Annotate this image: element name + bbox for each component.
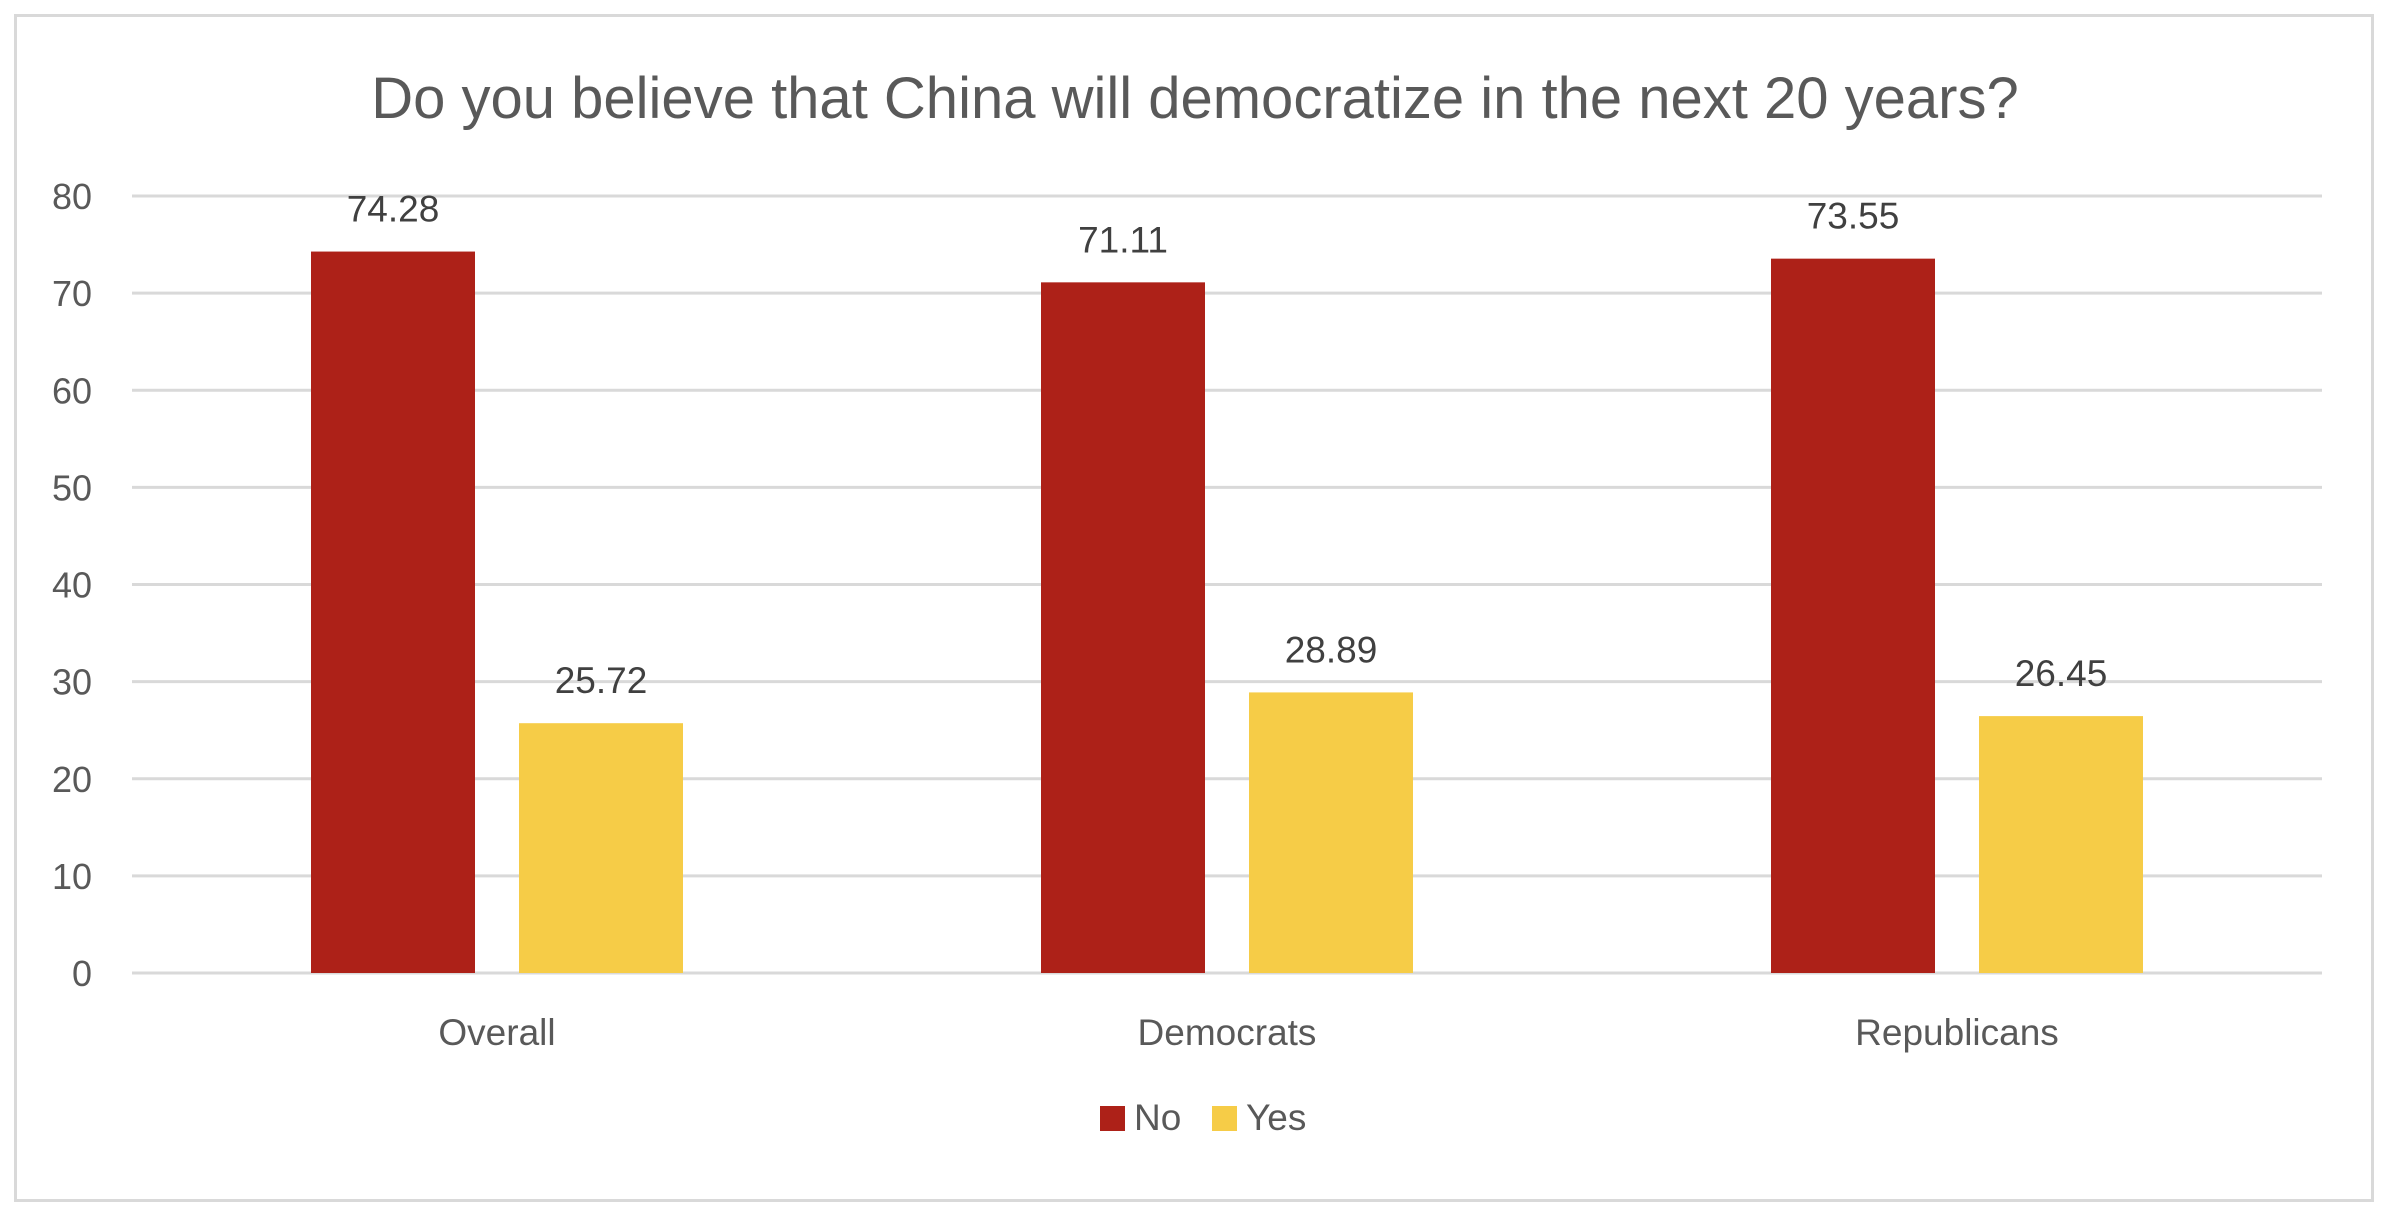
bar-no	[311, 251, 475, 974]
y-tick-label: 80	[52, 176, 92, 217]
y-tick-label: 20	[52, 759, 92, 800]
bar-no	[1041, 282, 1205, 973]
y-tick-label: 50	[52, 467, 92, 508]
bars	[311, 251, 2143, 974]
legend-swatch-yes	[1212, 1106, 1237, 1131]
category-labels: Overall Democrats Republicans	[438, 1012, 2058, 1053]
data-label: 73.55	[1807, 196, 1900, 237]
data-label: 71.11	[1078, 219, 1168, 260]
data-label: 25.72	[555, 660, 648, 701]
category-label: Republicans	[1855, 1012, 2059, 1053]
legend-swatch-no	[1100, 1106, 1125, 1131]
category-label: Democrats	[1138, 1012, 1317, 1053]
y-axis-ticks: 0 10 20 30 40 50 60 70 80	[52, 176, 92, 994]
legend: No Yes	[1100, 1097, 1306, 1138]
y-tick-label: 30	[52, 662, 92, 703]
bar-no	[1771, 258, 1935, 973]
data-labels: 74.28 25.72 71.11 28.89 73.55 26.45	[347, 189, 2108, 702]
category-label: Overall	[438, 1012, 555, 1053]
gridlines	[132, 194, 2322, 975]
legend-label-no: No	[1134, 1097, 1181, 1138]
data-label: 26.45	[2015, 653, 2108, 694]
y-tick-label: 70	[52, 273, 92, 314]
y-tick-label: 40	[52, 565, 92, 606]
data-label: 28.89	[1285, 629, 1378, 670]
legend-label-yes: Yes	[1246, 1097, 1306, 1138]
y-tick-label: 10	[52, 856, 92, 897]
y-tick-label: 60	[52, 370, 92, 411]
bar-yes	[519, 723, 683, 973]
y-tick-label: 0	[72, 953, 92, 994]
bar-yes	[1249, 692, 1413, 973]
data-label: 74.28	[347, 189, 440, 230]
bar-yes	[1979, 716, 2143, 973]
chart-title: Do you believe that China will democrati…	[371, 66, 2018, 131]
